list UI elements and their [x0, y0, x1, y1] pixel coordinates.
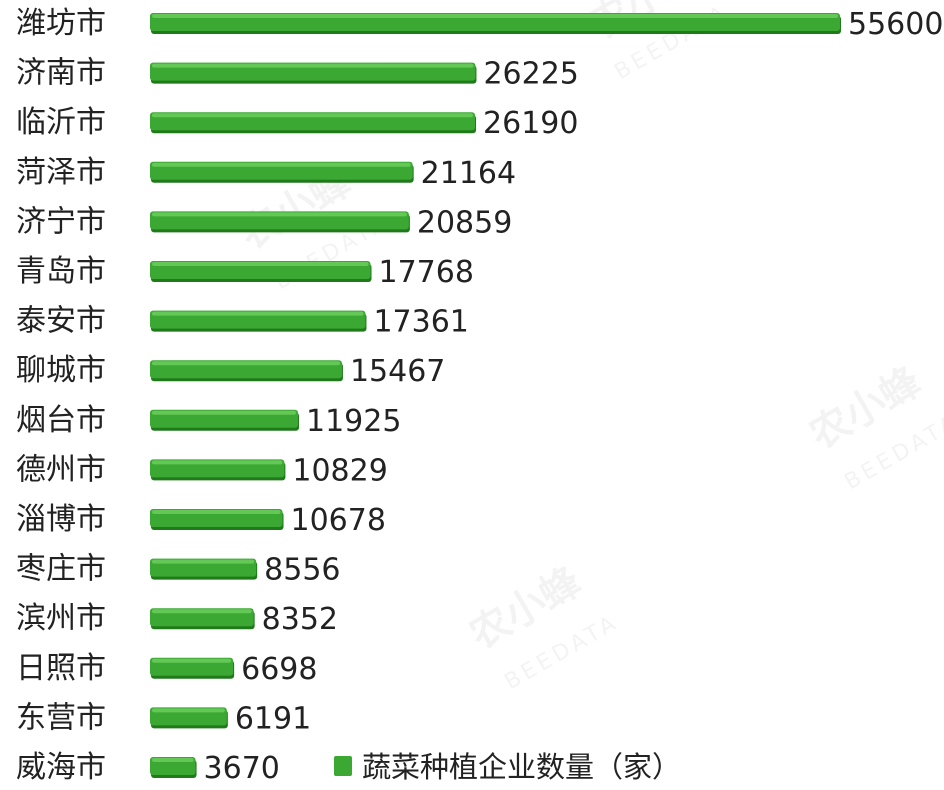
bar-highlight	[152, 609, 252, 614]
data-label: 20859	[417, 205, 512, 240]
plot-area: 潍坊市 55600 济南市 26225 临沂市 26190 菏泽市 21164 济宁市 20859…	[16, 6, 943, 786]
legend-swatch	[334, 756, 352, 776]
data-label: 21164	[421, 156, 516, 191]
data-label: 15467	[350, 354, 445, 389]
bar-highlight	[152, 559, 255, 564]
category-label: 临沂市	[16, 105, 106, 140]
data-label: 8556	[264, 553, 340, 588]
data-label: 3670	[204, 751, 280, 786]
bar-highlight	[152, 63, 474, 68]
category-label: 烟台市	[16, 403, 106, 438]
bar-highlight	[152, 311, 364, 316]
category-label: 青岛市	[16, 254, 106, 289]
data-label: 55600	[848, 7, 943, 42]
bar-highlight	[152, 460, 283, 465]
category-label: 东营市	[16, 700, 106, 735]
bar-highlight	[152, 708, 225, 713]
legend: 蔬菜种植企业数量（家）	[334, 750, 681, 784]
category-label: 菏泽市	[16, 155, 106, 190]
bar-highlight	[152, 162, 411, 167]
data-label: 8352	[262, 602, 338, 637]
category-label: 枣庄市	[16, 552, 106, 587]
data-label: 17361	[373, 305, 468, 340]
bar-highlight	[152, 410, 296, 415]
category-label: 德州市	[16, 452, 106, 487]
data-label: 6191	[235, 701, 311, 736]
data-label: 26225	[483, 57, 578, 92]
data-label: 11925	[306, 404, 401, 439]
bar-highlight	[152, 262, 369, 266]
bar-highlight	[152, 212, 407, 217]
bar-highlight	[152, 758, 194, 762]
category-label: 济宁市	[16, 204, 106, 239]
category-label: 日照市	[16, 651, 106, 686]
data-label: 10678	[291, 503, 386, 538]
bar-highlight	[152, 658, 232, 663]
data-label: 6698	[241, 652, 317, 687]
category-label: 威海市	[16, 750, 106, 785]
category-label: 潍坊市	[16, 6, 106, 41]
data-label: 26190	[483, 106, 578, 141]
bar-highlight	[152, 361, 340, 366]
bar-highlight	[152, 113, 474, 118]
data-label: 10829	[292, 453, 387, 488]
bar-highlight	[152, 510, 281, 514]
category-label: 淄博市	[16, 502, 106, 537]
category-label: 滨州市	[16, 601, 106, 636]
watermarks: 农小蜂 BEEDATA 农小蜂 BEEDATA 农小蜂 BEEDATA 农小蜂 …	[232, 0, 944, 695]
category-label: 济南市	[16, 56, 106, 91]
category-label: 聊城市	[16, 353, 106, 388]
category-label: 泰安市	[16, 304, 106, 339]
bar-highlight	[152, 14, 838, 18]
data-label: 17768	[379, 255, 474, 290]
legend-label: 蔬菜种植企业数量（家）	[362, 750, 681, 784]
